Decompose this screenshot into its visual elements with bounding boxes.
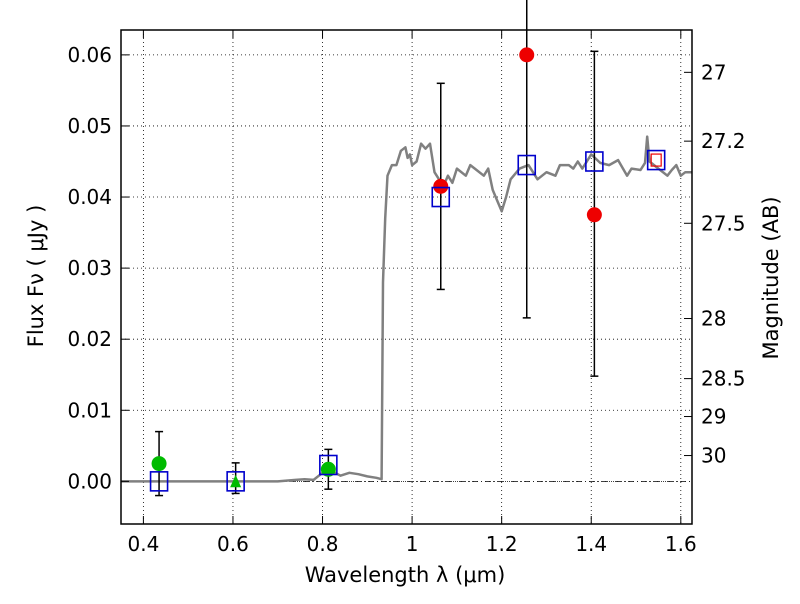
x-tick-label: 0.4 xyxy=(127,532,159,556)
plot-frame xyxy=(120,29,693,525)
right-tick-label: 27.5 xyxy=(701,211,746,235)
data-point-triangle xyxy=(230,474,242,488)
y-tick-label: 0.05 xyxy=(67,114,112,138)
right-tick-label: 27.2 xyxy=(701,129,746,153)
data-point-square xyxy=(226,471,245,492)
data-point-small-square xyxy=(650,153,662,167)
data-point-circle xyxy=(320,461,336,477)
y-tick-label: 0.00 xyxy=(67,469,112,493)
model-spectrum xyxy=(121,135,692,483)
y-tick-label: 0.03 xyxy=(67,256,112,280)
data-point-square xyxy=(149,471,169,492)
y-tick-label: 0.06 xyxy=(67,43,112,67)
x-tick-label: 0.6 xyxy=(217,532,249,556)
data-point-circle xyxy=(433,178,449,194)
data-point-square xyxy=(646,149,666,171)
right-tick-label: 27 xyxy=(701,60,726,84)
right-axis-title: Magnitude (AB) xyxy=(759,196,783,359)
x-tick-label: 1.2 xyxy=(486,532,518,556)
right-tick-label: 28.5 xyxy=(701,367,746,391)
x-tick-label: 1 xyxy=(406,532,419,556)
data-markers xyxy=(149,47,666,492)
data-point-circle xyxy=(151,456,167,472)
y-axis-title: Flux Fν ( μJy ) xyxy=(24,205,48,348)
x-tick-label: 0.8 xyxy=(307,532,339,556)
model-spectrum-line xyxy=(121,135,692,483)
data-point-square xyxy=(585,151,604,172)
y-tick-label: 0.02 xyxy=(67,327,112,351)
data-point-circle xyxy=(586,207,602,223)
x-tick-label: 1.6 xyxy=(665,532,697,556)
data-point-square xyxy=(517,154,537,176)
right-tick-label: 29 xyxy=(701,405,726,429)
y-tick-label: 0.04 xyxy=(67,185,112,209)
data-point-square xyxy=(319,454,338,476)
y-tick-label: 0.01 xyxy=(67,398,112,422)
x-tick-label: 1.4 xyxy=(575,532,607,556)
x-axis-title: Wavelength λ (μm) xyxy=(305,563,506,587)
right-tick-label: 28 xyxy=(701,307,726,331)
data-point-square xyxy=(431,186,451,208)
right-tick-label: 30 xyxy=(701,444,726,468)
ticks xyxy=(121,30,692,524)
data-point-circle xyxy=(519,47,535,63)
tick-labels: 0.4 0.6 0.8 1 1.2 1.4 1.6 0.00 0.01 0.02 0.03 0.04 0… xyxy=(67,43,745,556)
